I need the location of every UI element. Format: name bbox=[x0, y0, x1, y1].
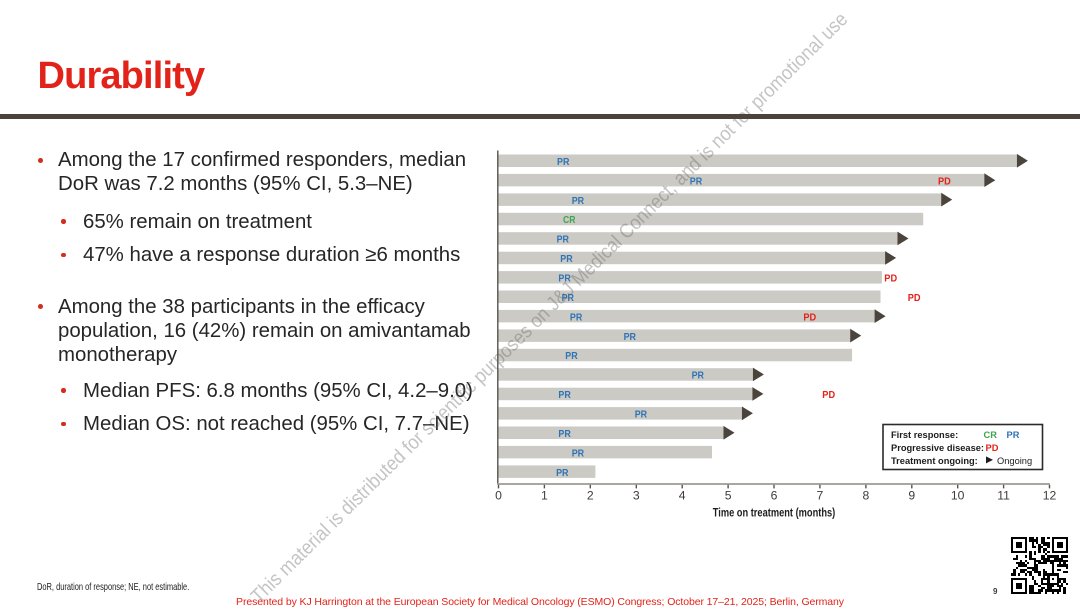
svg-text:PR: PR bbox=[692, 371, 705, 382]
svg-text:2: 2 bbox=[587, 489, 594, 503]
svg-text:PR: PR bbox=[565, 351, 578, 362]
svg-text:11: 11 bbox=[997, 489, 1010, 503]
svg-text:12: 12 bbox=[1043, 489, 1057, 503]
svg-text:PD: PD bbox=[986, 443, 999, 453]
svg-text:PR: PR bbox=[556, 468, 569, 479]
svg-text:PD: PD bbox=[803, 312, 816, 323]
svg-text:PR: PR bbox=[560, 254, 573, 265]
svg-text:1: 1 bbox=[541, 489, 548, 503]
svg-text:5: 5 bbox=[725, 489, 732, 503]
svg-text:Treatment ongoing:: Treatment ongoing: bbox=[891, 456, 978, 466]
svg-text:PR: PR bbox=[572, 196, 585, 207]
svg-text:10: 10 bbox=[951, 489, 965, 503]
svg-text:6: 6 bbox=[771, 489, 778, 503]
svg-text:0: 0 bbox=[495, 489, 502, 503]
svg-text:4: 4 bbox=[679, 489, 686, 503]
svg-text:PR: PR bbox=[557, 235, 570, 246]
svg-text:PD: PD bbox=[822, 390, 835, 401]
svg-text:3: 3 bbox=[633, 489, 640, 503]
svg-text:PR: PR bbox=[624, 332, 637, 343]
svg-text:PR: PR bbox=[1007, 430, 1020, 440]
svg-text:Time on treatment (months): Time on treatment (months) bbox=[713, 508, 836, 520]
svg-text:PR: PR bbox=[570, 312, 583, 323]
svg-text:PR: PR bbox=[572, 448, 585, 459]
svg-text:Progressive disease:: Progressive disease: bbox=[891, 443, 984, 453]
svg-text:8: 8 bbox=[863, 489, 870, 503]
svg-text:CR: CR bbox=[563, 215, 576, 226]
svg-text:7: 7 bbox=[817, 489, 824, 503]
svg-text:PR: PR bbox=[562, 293, 575, 304]
svg-text:PR: PR bbox=[635, 410, 648, 421]
svg-text:PD: PD bbox=[908, 293, 921, 304]
svg-text:9: 9 bbox=[908, 489, 915, 503]
svg-text:PR: PR bbox=[690, 176, 703, 187]
svg-text:First response:: First response: bbox=[891, 430, 958, 440]
svg-text:PD: PD bbox=[938, 176, 951, 187]
svg-text:PR: PR bbox=[558, 274, 571, 285]
svg-text:PR: PR bbox=[558, 429, 571, 440]
svg-text:PD: PD bbox=[884, 274, 897, 285]
svg-text:PR: PR bbox=[558, 390, 571, 401]
svg-text:CR: CR bbox=[984, 430, 998, 440]
svg-text:Ongoing: Ongoing bbox=[997, 456, 1032, 466]
svg-text:PR: PR bbox=[557, 157, 570, 168]
